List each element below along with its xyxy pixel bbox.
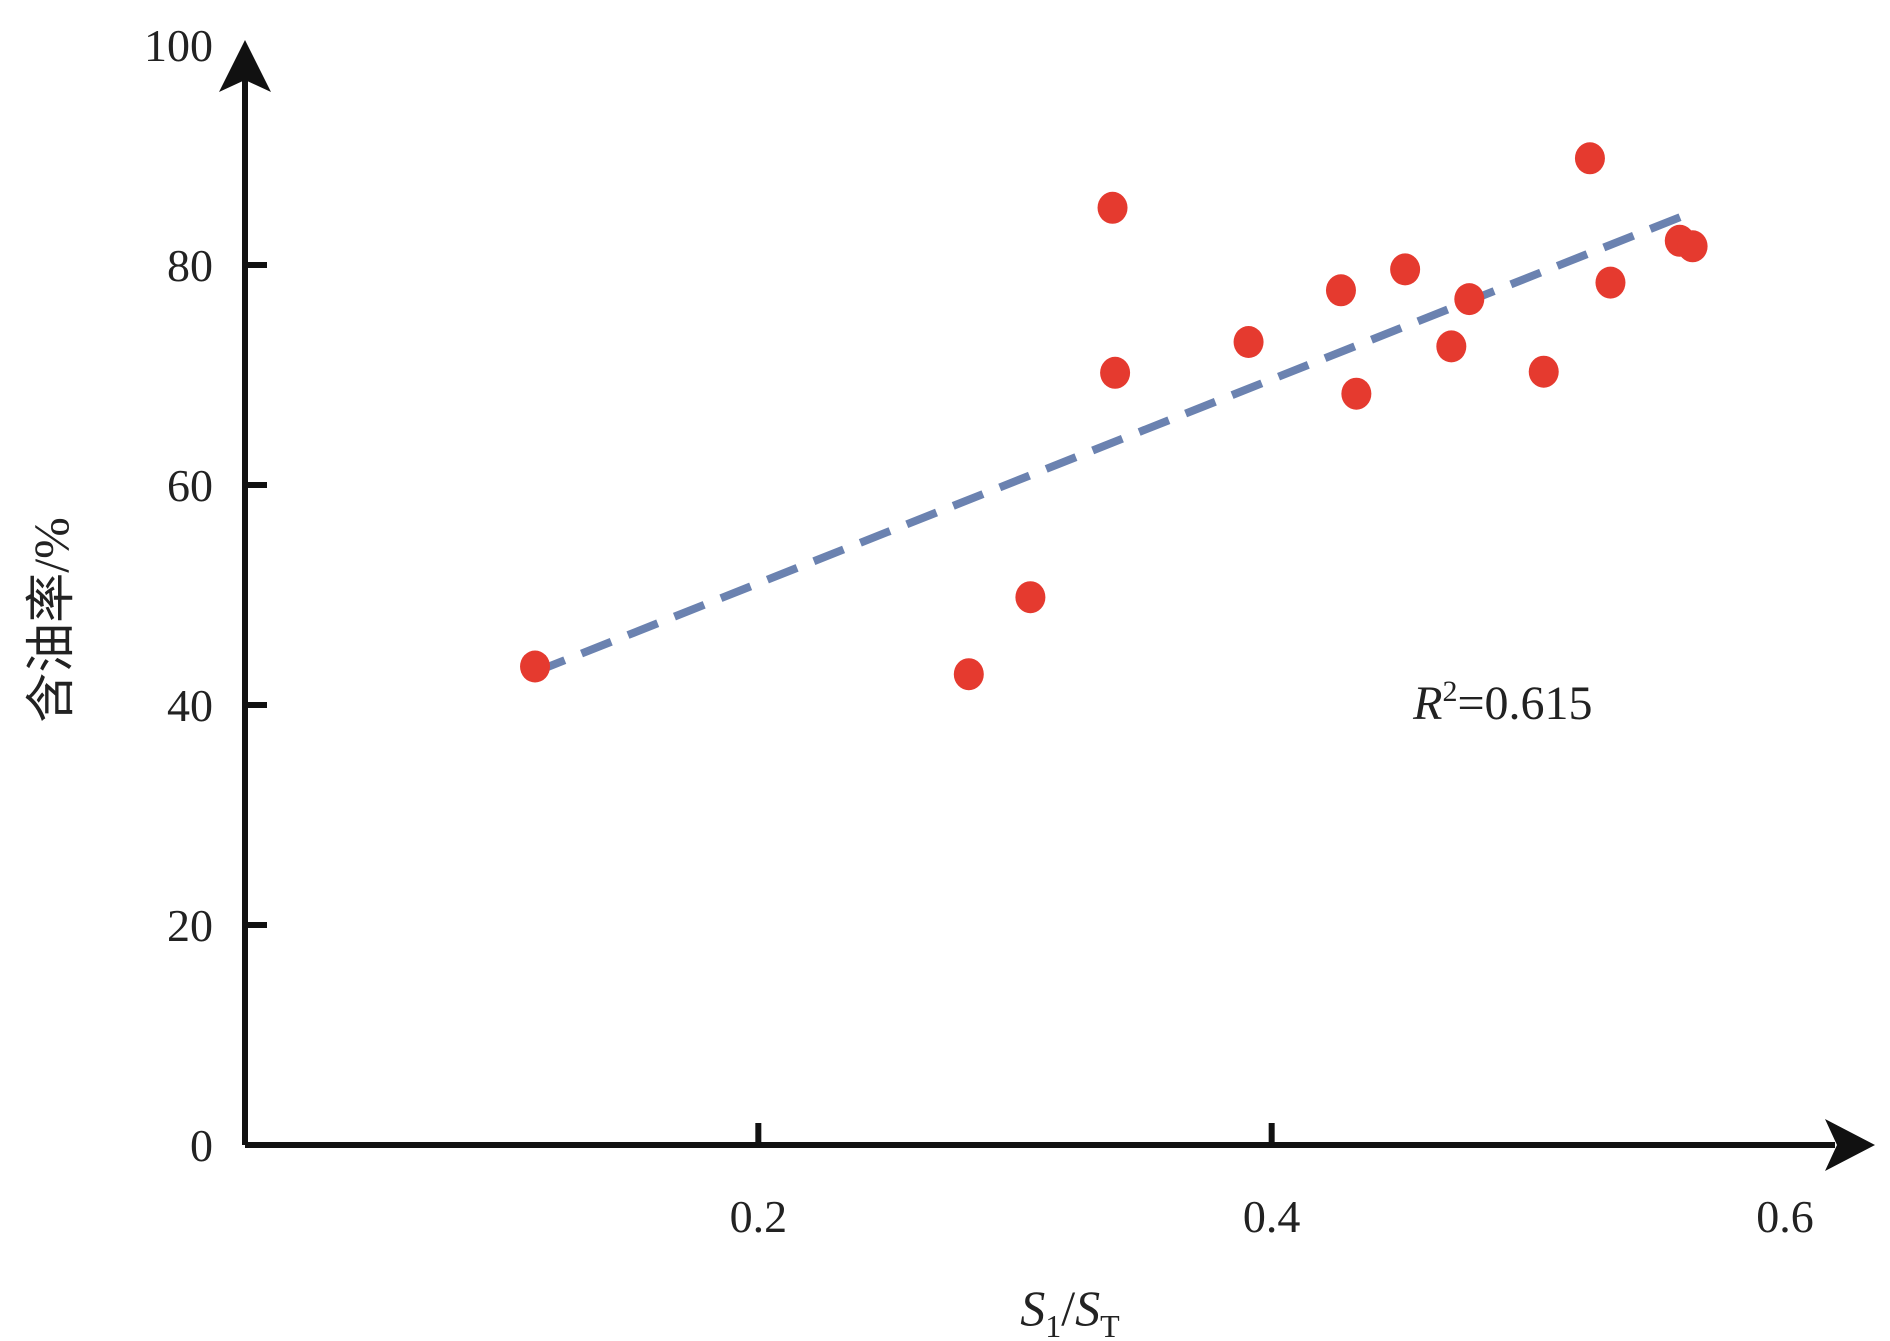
data-point-6 <box>1325 274 1356 307</box>
x-title-sub2: T <box>1100 1308 1120 1341</box>
y-axis-title: 含油率/% <box>23 517 79 723</box>
data-point-12 <box>1574 142 1605 175</box>
data-point-15 <box>1677 230 1708 263</box>
x-axis-arrowhead <box>1825 1119 1875 1171</box>
x-axis-title: S1/ST <box>1020 1280 1120 1341</box>
y-tick-label-2: 40 <box>167 680 213 731</box>
y-tick-label-4: 80 <box>167 240 213 291</box>
y-tick-label-3: 60 <box>167 460 213 511</box>
data-point-7 <box>1341 377 1372 410</box>
data-point-2 <box>1015 581 1046 614</box>
x-tick-label-2: 0.6 <box>1756 1191 1814 1242</box>
data-point-5 <box>1233 326 1264 358</box>
r-squared-superscript: 2 <box>1442 675 1457 708</box>
x-title-s2: S <box>1075 1280 1100 1336</box>
y-axis-arrowhead <box>219 40 271 92</box>
data-point-3 <box>1097 191 1128 224</box>
axes <box>219 40 1875 1171</box>
x-title-s1: S <box>1020 1280 1045 1336</box>
data-point-9 <box>1436 330 1467 363</box>
x-tick-label-0: 0.2 <box>730 1191 788 1242</box>
y-tick-label-0: 0 <box>190 1120 213 1171</box>
data-point-1 <box>953 658 984 691</box>
x-tick-label-1: 0.4 <box>1243 1191 1301 1242</box>
data-point-0 <box>520 650 551 683</box>
y-ticks: 0 20 40 60 80 100 <box>144 20 267 1171</box>
data-point-13 <box>1595 266 1626 299</box>
data-point-8 <box>1390 253 1421 286</box>
y-tick-label-5: 100 <box>144 20 213 71</box>
r-squared-value: =0.615 <box>1457 677 1592 730</box>
data-points <box>520 142 1708 691</box>
x-title-sub1: 1 <box>1045 1308 1061 1341</box>
y-tick-label-1: 20 <box>167 900 213 951</box>
x-title-sep: / <box>1061 1280 1075 1336</box>
data-point-11 <box>1528 355 1559 388</box>
data-point-10 <box>1454 283 1485 316</box>
r-squared-symbol: R <box>1412 677 1442 730</box>
x-ticks: 0.2 0.4 0.6 <box>730 1123 1814 1242</box>
trendline <box>533 208 1695 676</box>
r-squared-annotation: R2=0.615 <box>1412 675 1592 730</box>
data-point-4 <box>1100 356 1131 389</box>
